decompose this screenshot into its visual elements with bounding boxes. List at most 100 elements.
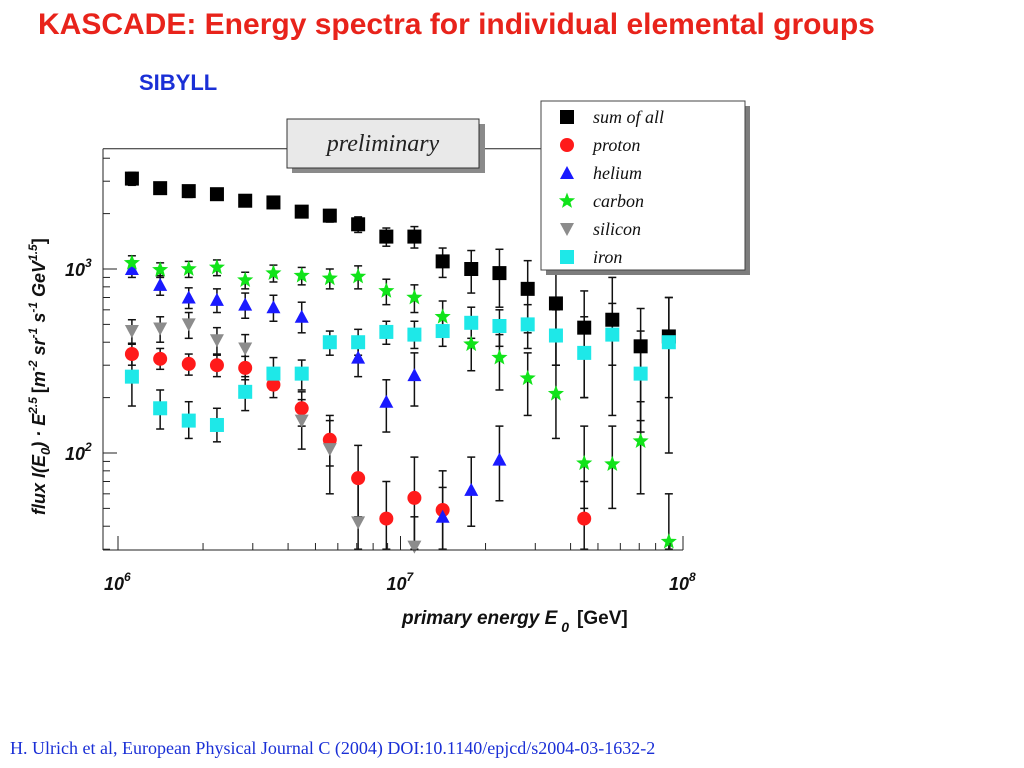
point-silicon bbox=[407, 540, 422, 554]
legend-label-proton: proton bbox=[591, 135, 640, 155]
legend-marker-proton bbox=[560, 138, 574, 152]
point-carbon bbox=[660, 533, 677, 549]
point-silicon bbox=[351, 516, 366, 530]
point-carbon bbox=[604, 455, 621, 471]
svg-text:flux I(E0) · E2.5[m-2 sr-1 s-1: flux I(E0) · E2.5[m-2 sr-1 s-1 GeV1.5] bbox=[26, 238, 53, 515]
point-sum-of-all bbox=[435, 254, 450, 269]
point-helium bbox=[379, 394, 394, 408]
point-iron bbox=[435, 324, 450, 339]
point-sum-of-all bbox=[520, 281, 535, 296]
point-carbon bbox=[406, 289, 423, 305]
legend: sum of all proton helium carbon silicon iron bbox=[540, 100, 750, 275]
legend-marker-iron bbox=[560, 250, 574, 264]
point-iron bbox=[577, 345, 592, 360]
legend-label-sum-of-all: sum of all bbox=[593, 107, 664, 127]
citation: H. Ulrich et al, European Physical Journ… bbox=[10, 738, 656, 758]
point-sum-of-all bbox=[238, 193, 253, 208]
point-proton bbox=[209, 358, 224, 373]
point-sum-of-all bbox=[351, 217, 366, 232]
point-iron bbox=[266, 366, 281, 381]
point-sum-of-all bbox=[633, 339, 648, 354]
legend-marker-silicon bbox=[560, 223, 574, 236]
x-tick-label: 106 bbox=[104, 570, 131, 594]
point-proton bbox=[266, 377, 281, 392]
point-sum-of-all bbox=[322, 208, 337, 223]
point-helium bbox=[153, 277, 168, 291]
legend-label-carbon: carbon bbox=[593, 191, 644, 211]
point-iron bbox=[464, 315, 479, 330]
point-silicon bbox=[238, 342, 253, 356]
point-helium bbox=[435, 509, 450, 523]
point-iron bbox=[379, 324, 394, 339]
point-proton bbox=[238, 360, 253, 375]
point-helium bbox=[294, 309, 309, 323]
point-silicon bbox=[181, 318, 196, 332]
x-tick-label: 107 bbox=[387, 570, 415, 594]
point-helium bbox=[407, 368, 422, 382]
point-iron bbox=[209, 417, 224, 432]
point-iron bbox=[294, 366, 309, 381]
x-tick-label: 108 bbox=[669, 570, 696, 594]
point-iron bbox=[322, 335, 337, 350]
tick-labels: 106 107 108 102 103 bbox=[65, 256, 696, 594]
point-helium bbox=[492, 452, 507, 466]
point-iron bbox=[548, 328, 563, 343]
point-carbon bbox=[152, 261, 169, 277]
point-sum-of-all bbox=[464, 262, 479, 276]
point-carbon bbox=[350, 268, 367, 284]
point-helium bbox=[209, 292, 224, 306]
point-iron bbox=[124, 369, 139, 384]
point-carbon bbox=[519, 369, 536, 386]
point-sum-of-all bbox=[209, 187, 224, 202]
point-sum-of-all bbox=[605, 312, 620, 327]
point-sum-of-all bbox=[577, 320, 592, 335]
point-proton bbox=[577, 511, 592, 526]
point-proton bbox=[407, 490, 422, 505]
point-iron bbox=[351, 335, 366, 350]
point-silicon bbox=[294, 414, 309, 428]
point-helium bbox=[464, 482, 479, 496]
point-iron bbox=[661, 335, 676, 350]
point-sum-of-all bbox=[266, 195, 281, 210]
legend-label-silicon: silicon bbox=[593, 219, 641, 239]
legend-label-helium: helium bbox=[593, 163, 642, 183]
y-tick-label: 102 bbox=[65, 440, 92, 464]
point-iron bbox=[407, 327, 422, 342]
point-carbon bbox=[237, 271, 254, 287]
point-sum-of-all bbox=[124, 171, 139, 186]
point-carbon bbox=[491, 349, 508, 365]
legend-marker-helium bbox=[560, 166, 574, 179]
point-carbon bbox=[463, 335, 480, 352]
point-carbon bbox=[434, 308, 451, 324]
point-carbon bbox=[123, 254, 140, 270]
point-silicon bbox=[124, 325, 139, 339]
model-subtitle: SIBYLL bbox=[139, 70, 218, 95]
y-axis-label: flux I(E0) · E2.5[m-2 sr-1 s-1 GeV1.5] bbox=[26, 238, 53, 515]
legend-marker-sum-of-all bbox=[560, 110, 574, 124]
point-silicon bbox=[209, 334, 224, 348]
point-helium bbox=[238, 297, 253, 311]
point-sum-of-all bbox=[153, 181, 168, 196]
point-proton bbox=[351, 471, 366, 486]
preliminary-box: preliminary bbox=[286, 118, 485, 173]
point-iron bbox=[238, 384, 253, 399]
legend-marker-carbon bbox=[558, 192, 576, 208]
point-iron bbox=[605, 327, 620, 342]
axis-ticks bbox=[103, 157, 684, 550]
point-proton bbox=[124, 347, 139, 362]
point-iron bbox=[633, 366, 648, 381]
point-carbon bbox=[378, 282, 395, 298]
point-proton bbox=[379, 511, 394, 526]
point-sum-of-all bbox=[492, 266, 507, 281]
point-sum-of-all bbox=[379, 229, 394, 244]
point-iron bbox=[153, 401, 168, 416]
x-axis-label: primary energy E 0 [GeV] bbox=[401, 608, 628, 635]
point-carbon bbox=[321, 269, 338, 286]
data-markers bbox=[123, 171, 677, 554]
point-proton bbox=[181, 356, 196, 371]
preliminary-label: preliminary bbox=[325, 131, 440, 157]
point-sum-of-all bbox=[548, 296, 563, 311]
y-tick-label: 103 bbox=[65, 256, 92, 280]
point-silicon bbox=[153, 322, 168, 336]
point-proton bbox=[294, 401, 309, 416]
